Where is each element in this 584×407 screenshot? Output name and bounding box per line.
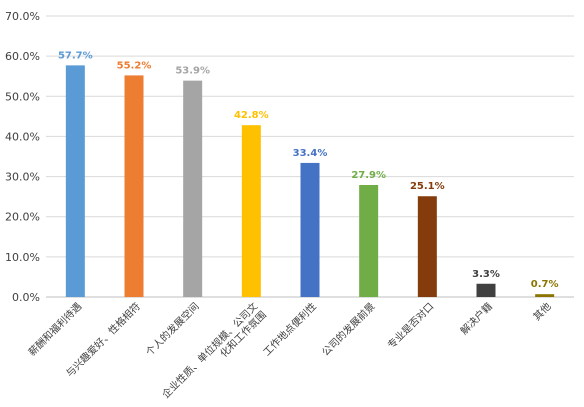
bar — [183, 80, 203, 297]
data-label: 33.4% — [293, 148, 328, 159]
category-label: 薪酬和福利待遇 — [26, 300, 85, 359]
bar — [65, 65, 85, 297]
bar — [535, 294, 555, 297]
category-label-line: 工作地点便利性 — [260, 300, 319, 359]
y-tick-label: 20.0% — [5, 211, 40, 224]
category-label-line: 企业性质、单位规模、公司文 — [159, 300, 260, 401]
y-tick-label: 70.0% — [5, 10, 40, 23]
category-label: 公司的发展前景 — [319, 300, 378, 359]
bar — [300, 162, 320, 297]
category-label: 专业是否对口 — [385, 300, 437, 352]
bars — [65, 65, 555, 297]
category-label-line: 解决户籍 — [457, 300, 494, 337]
data-label: 0.7% — [531, 279, 559, 290]
category-label-line: 其他 — [530, 300, 553, 323]
data-label: 57.7% — [58, 50, 93, 61]
y-tick-label: 50.0% — [5, 90, 40, 103]
y-tick-label: 0.0% — [12, 291, 40, 304]
bar — [241, 125, 261, 297]
data-label: 42.8% — [234, 110, 269, 121]
category-label-line: 公司的发展前景 — [319, 300, 378, 359]
data-label: 55.2% — [117, 60, 152, 71]
data-labels: 57.7% 55.2% 53.9% 42.8% 33.4% 27.9% 25.1% 3.3% 0… — [58, 50, 559, 290]
bar — [359, 185, 379, 297]
y-tick-label: 30.0% — [5, 171, 40, 184]
category-label: 工作地点便利性 — [260, 300, 319, 359]
bar — [124, 75, 144, 297]
y-tick-label: 60.0% — [5, 50, 40, 63]
data-label: 3.3% — [472, 269, 500, 280]
category-label: 解决户籍 — [457, 300, 494, 337]
data-label: 53.9% — [175, 66, 210, 77]
y-tick-label: 40.0% — [5, 130, 40, 143]
category-label-line: 薪酬和福利待遇 — [26, 300, 85, 359]
bar — [417, 196, 437, 297]
bar — [476, 283, 496, 297]
category-label: 个人的发展空间 — [143, 300, 202, 359]
y-tick-label: 10.0% — [5, 251, 40, 264]
category-label: 其他 — [530, 300, 553, 323]
data-label: 25.1% — [410, 181, 445, 192]
category-label-line: 个人的发展空间 — [143, 300, 202, 359]
data-label: 27.9% — [351, 170, 386, 181]
y-axis-ticks: 0.0% 10.0% 20.0% 30.0% 40.0% 50.0% 60.0% 70.0% — [5, 10, 40, 304]
category-label-line: 专业是否对口 — [385, 300, 437, 352]
